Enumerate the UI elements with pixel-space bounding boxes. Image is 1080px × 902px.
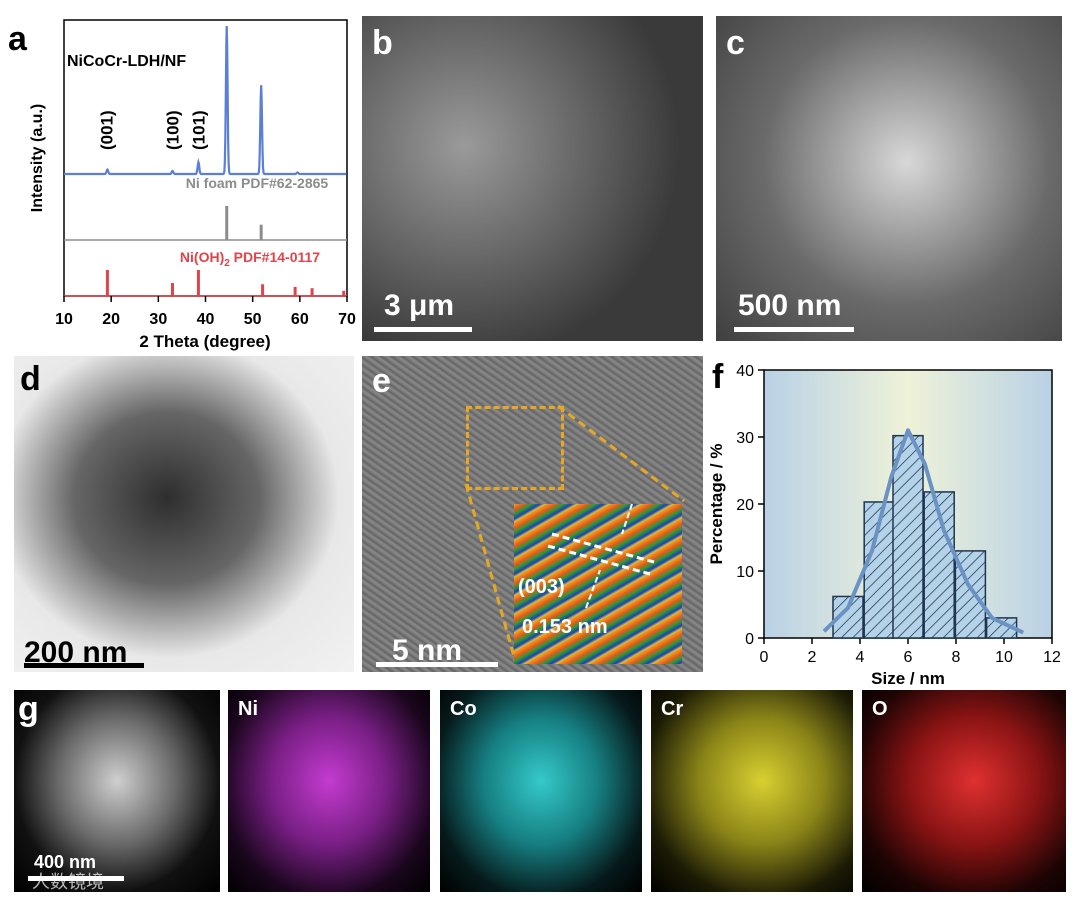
scale-bar-text-b: 3 μm <box>384 289 455 322</box>
watermark: 人数镜境 <box>32 872 104 892</box>
scale-bar-d <box>24 663 144 668</box>
hist-xtick-label: 0 <box>760 649 769 666</box>
hist-ytick-label: 0 <box>745 631 754 648</box>
hist-ytick-label: 20 <box>736 497 754 514</box>
scale-bar-text-c: 500 nm <box>738 289 842 322</box>
hist-ylabel: Percentage / % <box>707 444 726 565</box>
xrd-title: NiCoCr-LDH/NF <box>67 53 186 70</box>
hist-xtick-label: 2 <box>808 649 817 666</box>
hist-xtick-label: 4 <box>856 649 865 666</box>
xrd-peak-label: (101) <box>189 110 208 150</box>
eds-label-o: O <box>872 698 888 720</box>
gaussian-fit-curve <box>822 428 1025 635</box>
xrd-xtick-label: 20 <box>102 311 120 328</box>
hist-ytick-label: 30 <box>736 430 754 447</box>
xrd-pattern-line <box>64 25 347 176</box>
hist-xtick-label: 12 <box>1043 649 1061 666</box>
eds-label-co: Co <box>450 698 477 720</box>
xrd-xtick-label: 70 <box>338 311 356 328</box>
scale-bar-e <box>376 662 498 667</box>
scale-bar-c <box>734 327 854 332</box>
plane-label: (003) <box>518 576 565 598</box>
hist-xtick-label: 10 <box>995 649 1013 666</box>
panel-a-xrd: a NiCoCr-LDH/NF Ni foam PDF#62-2865 Ni(O… <box>0 0 360 355</box>
panel-g-haadf: g 400 nm 人数镜境 <box>14 690 220 892</box>
scale-bar-text-g: 400 nm <box>34 852 97 872</box>
hist-ytick-label: 10 <box>736 564 754 581</box>
hist-ytick-label: 40 <box>736 363 754 380</box>
xrd-chart: a NiCoCr-LDH/NF Ni foam PDF#62-2865 Ni(O… <box>8 19 356 351</box>
panel-label-b: b <box>372 24 393 62</box>
xrd-xtick-label: 40 <box>197 311 215 328</box>
hist-xtick-label: 6 <box>904 649 913 666</box>
scale-bar-text-e: 5 nm <box>392 634 463 667</box>
scale-bar-b <box>374 327 472 332</box>
xrd-peak-label: (100) <box>163 110 182 150</box>
scale-bar-g <box>28 876 124 881</box>
eds-map-o: O <box>862 690 1066 892</box>
hist-xlabel: Size / nm <box>871 669 945 688</box>
zoom-region <box>466 406 564 490</box>
eds-label-cr: Cr <box>661 698 684 720</box>
xrd-xtick-label: 10 <box>55 311 73 328</box>
size-histogram: f Percentage / % Size / nm 0 2 4 6 8 10 12 0 10 2… <box>707 358 1061 688</box>
xrd-peak-label: (001) <box>97 110 116 150</box>
panel-label-c: c <box>726 24 745 62</box>
panel-label-a: a <box>8 20 28 58</box>
panel-d-tem: d 200 nm <box>14 356 354 672</box>
panel-e-hrtem: e (003) 0.153 nm 5 nm <box>362 356 703 672</box>
xrd-ylabel: Intensity (a.u.) <box>29 104 46 212</box>
xrd-xtick-label: 50 <box>244 311 262 328</box>
eds-map-cr: Cr <box>651 690 853 892</box>
panel-label-d: d <box>20 360 41 398</box>
panel-label-e: e <box>372 362 391 400</box>
fft-inset: (003) 0.153 nm <box>514 504 682 664</box>
zoom-lines <box>464 404 685 665</box>
panel-label-f: f <box>712 358 724 396</box>
eds-map-ni: Ni <box>228 690 430 892</box>
eds-label-ni: Ni <box>238 698 258 720</box>
panel-c-sem: c 500 nm <box>716 16 1062 341</box>
xrd-xtick-label: 30 <box>149 311 167 328</box>
xrd-xtick-label: 60 <box>291 311 309 328</box>
panel-b-sem: b 3 μm <box>362 16 703 341</box>
spacing-label: 0.153 nm <box>522 616 608 638</box>
scale-bar-text-d: 200 nm <box>24 636 128 669</box>
panel-f-histogram: f Percentage / % Size / nm 0 2 4 6 8 10 12 0 10 2… <box>704 356 1080 690</box>
hist-xtick-label: 8 <box>952 649 961 666</box>
xrd-xlabel: 2 Theta (degree) <box>139 332 270 351</box>
hist-bar <box>892 434 924 639</box>
panel-label-g: g <box>18 690 39 728</box>
ref-ni-label: Ni foam PDF#62-2865 <box>186 175 329 191</box>
eds-map-co: Co <box>440 690 642 892</box>
ref-nioh-label: Ni(OH)2 PDF#14-0117 <box>180 249 320 269</box>
